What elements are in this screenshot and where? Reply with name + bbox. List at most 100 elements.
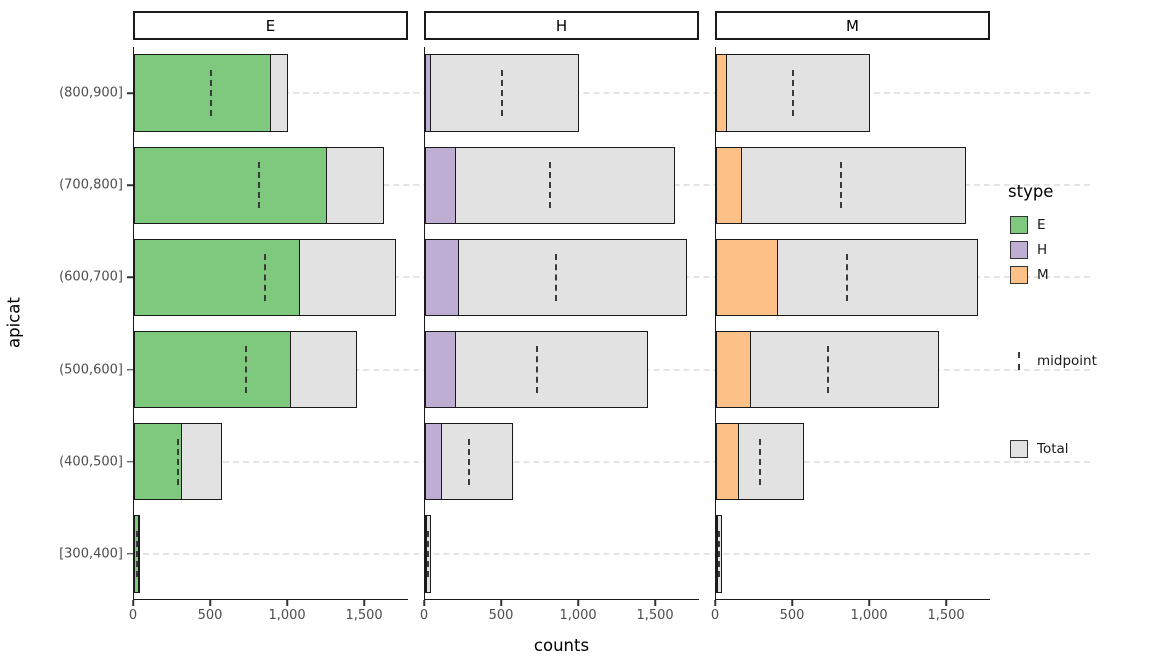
x-tick-mark (791, 600, 793, 606)
facet-strip-M: M (715, 11, 990, 40)
x-tick-label: 500 (197, 608, 223, 623)
x-tick-label: 500 (779, 608, 805, 623)
midpoint-line (244, 346, 247, 393)
legend-label-M: M (1037, 267, 1049, 283)
midpoint-line (263, 254, 266, 301)
x-axis-title: counts (533, 636, 590, 655)
y-tick-label: (500,600] (59, 362, 123, 378)
x-tick-label: 0 (419, 608, 429, 623)
y-tick-label: (800,900] (59, 85, 123, 101)
x-tick-mark (363, 600, 365, 606)
midpoint-line (758, 438, 761, 485)
x-tick-label: 1,500 (927, 608, 965, 623)
legend-item-H: H (1010, 241, 1047, 259)
legend-item-E: E (1010, 216, 1046, 234)
midpoint-line (826, 346, 829, 393)
panel-E (133, 47, 408, 600)
midpoint-line (501, 69, 504, 117)
x-tick-mark (868, 600, 870, 606)
value-bar-H (425, 423, 442, 501)
y-tick-mark (127, 276, 133, 279)
value-bar-E (134, 54, 272, 132)
legend-swatch-total (1010, 440, 1028, 458)
value-bar-E (134, 423, 182, 501)
legend-label-E: E (1037, 217, 1046, 233)
y-tick-mark (127, 368, 133, 371)
y-tick-label: (600,700] (59, 269, 123, 285)
panel-H (424, 47, 699, 600)
legend-swatch-H (1010, 241, 1028, 259)
legend-item-total: Total (1010, 440, 1069, 458)
y-tick-mark (127, 184, 133, 186)
x-tick-mark (286, 600, 288, 606)
legend-label-midpoint: midpoint (1037, 353, 1097, 369)
legend-label-total: Total (1037, 441, 1069, 457)
midpoint-line (136, 530, 139, 578)
midpoint-line (839, 162, 842, 209)
midpoint-line (718, 530, 721, 578)
midpoint-line (467, 438, 470, 485)
y-tick-mark (127, 553, 133, 555)
y-tick-label: (400,500] (59, 454, 123, 470)
value-bar-H (425, 54, 432, 132)
midpoint-line (548, 162, 551, 209)
gridline (133, 92, 1090, 95)
y-axis-labels: (800,900] (700,800] (600,700] (500,600] (400… (0, 0, 123, 672)
value-bar-E (134, 146, 327, 224)
value-bar-M (716, 515, 718, 593)
legend-item-midpoint: midpoint (1010, 352, 1097, 370)
midpoint-line (176, 438, 179, 485)
x-tick-label: 0 (710, 608, 720, 623)
legend-title: stype (1008, 182, 1054, 201)
x-tick-label: 1,500 (345, 608, 383, 623)
legend-swatch-E (1010, 216, 1028, 234)
x-tick-mark (577, 600, 579, 606)
x-tick-label: 1,000 (850, 608, 888, 623)
x-tick-mark (945, 600, 947, 606)
x-tick-mark (654, 600, 656, 606)
value-bar-H (425, 515, 427, 593)
value-bar-H (425, 330, 456, 409)
y-tick-label: [300,400] (59, 546, 123, 562)
gridline (133, 460, 1090, 463)
x-tick-label: 1,500 (636, 608, 674, 623)
midpoint-line (792, 69, 795, 117)
midpoint-line (257, 162, 260, 209)
x-tick-label: 500 (488, 608, 514, 623)
value-bar-M (716, 54, 727, 132)
legend-swatch-M (1010, 266, 1028, 284)
midpoint-line (427, 530, 430, 578)
panel-M (715, 47, 990, 600)
midpoint-line (845, 254, 848, 301)
midpoint-line (535, 346, 538, 393)
value-bar-E (134, 238, 300, 317)
legend: stype E H M midpoint Total (1008, 0, 1152, 672)
y-tick-mark (127, 461, 133, 463)
value-bar-H (425, 238, 459, 317)
x-tick-mark (132, 600, 134, 606)
y-tick-label: (700,800] (59, 177, 123, 193)
x-tick-label: 0 (128, 608, 138, 623)
x-tick-mark (423, 600, 425, 606)
x-tick-mark (714, 600, 716, 606)
value-bar-M (716, 238, 779, 317)
facet-strip-H: H (424, 11, 699, 40)
midpoint-line (554, 254, 557, 301)
x-tick-label: 1,000 (559, 608, 597, 623)
value-bar-E (134, 330, 292, 409)
x-tick-label: 1,000 (268, 608, 306, 623)
legend-label-H: H (1037, 242, 1048, 258)
facet-strip-E: E (133, 11, 408, 40)
x-tick-mark (209, 600, 211, 606)
midpoint-key-icon (1010, 352, 1028, 370)
value-bar-M (716, 330, 752, 409)
gridline (133, 552, 1090, 555)
value-bar-M (716, 146, 743, 224)
midpoint-line (210, 69, 213, 117)
legend-item-M: M (1010, 266, 1049, 284)
y-tick-mark (127, 92, 133, 94)
value-bar-M (716, 423, 740, 501)
x-tick-mark (500, 600, 502, 606)
value-bar-H (425, 146, 456, 224)
